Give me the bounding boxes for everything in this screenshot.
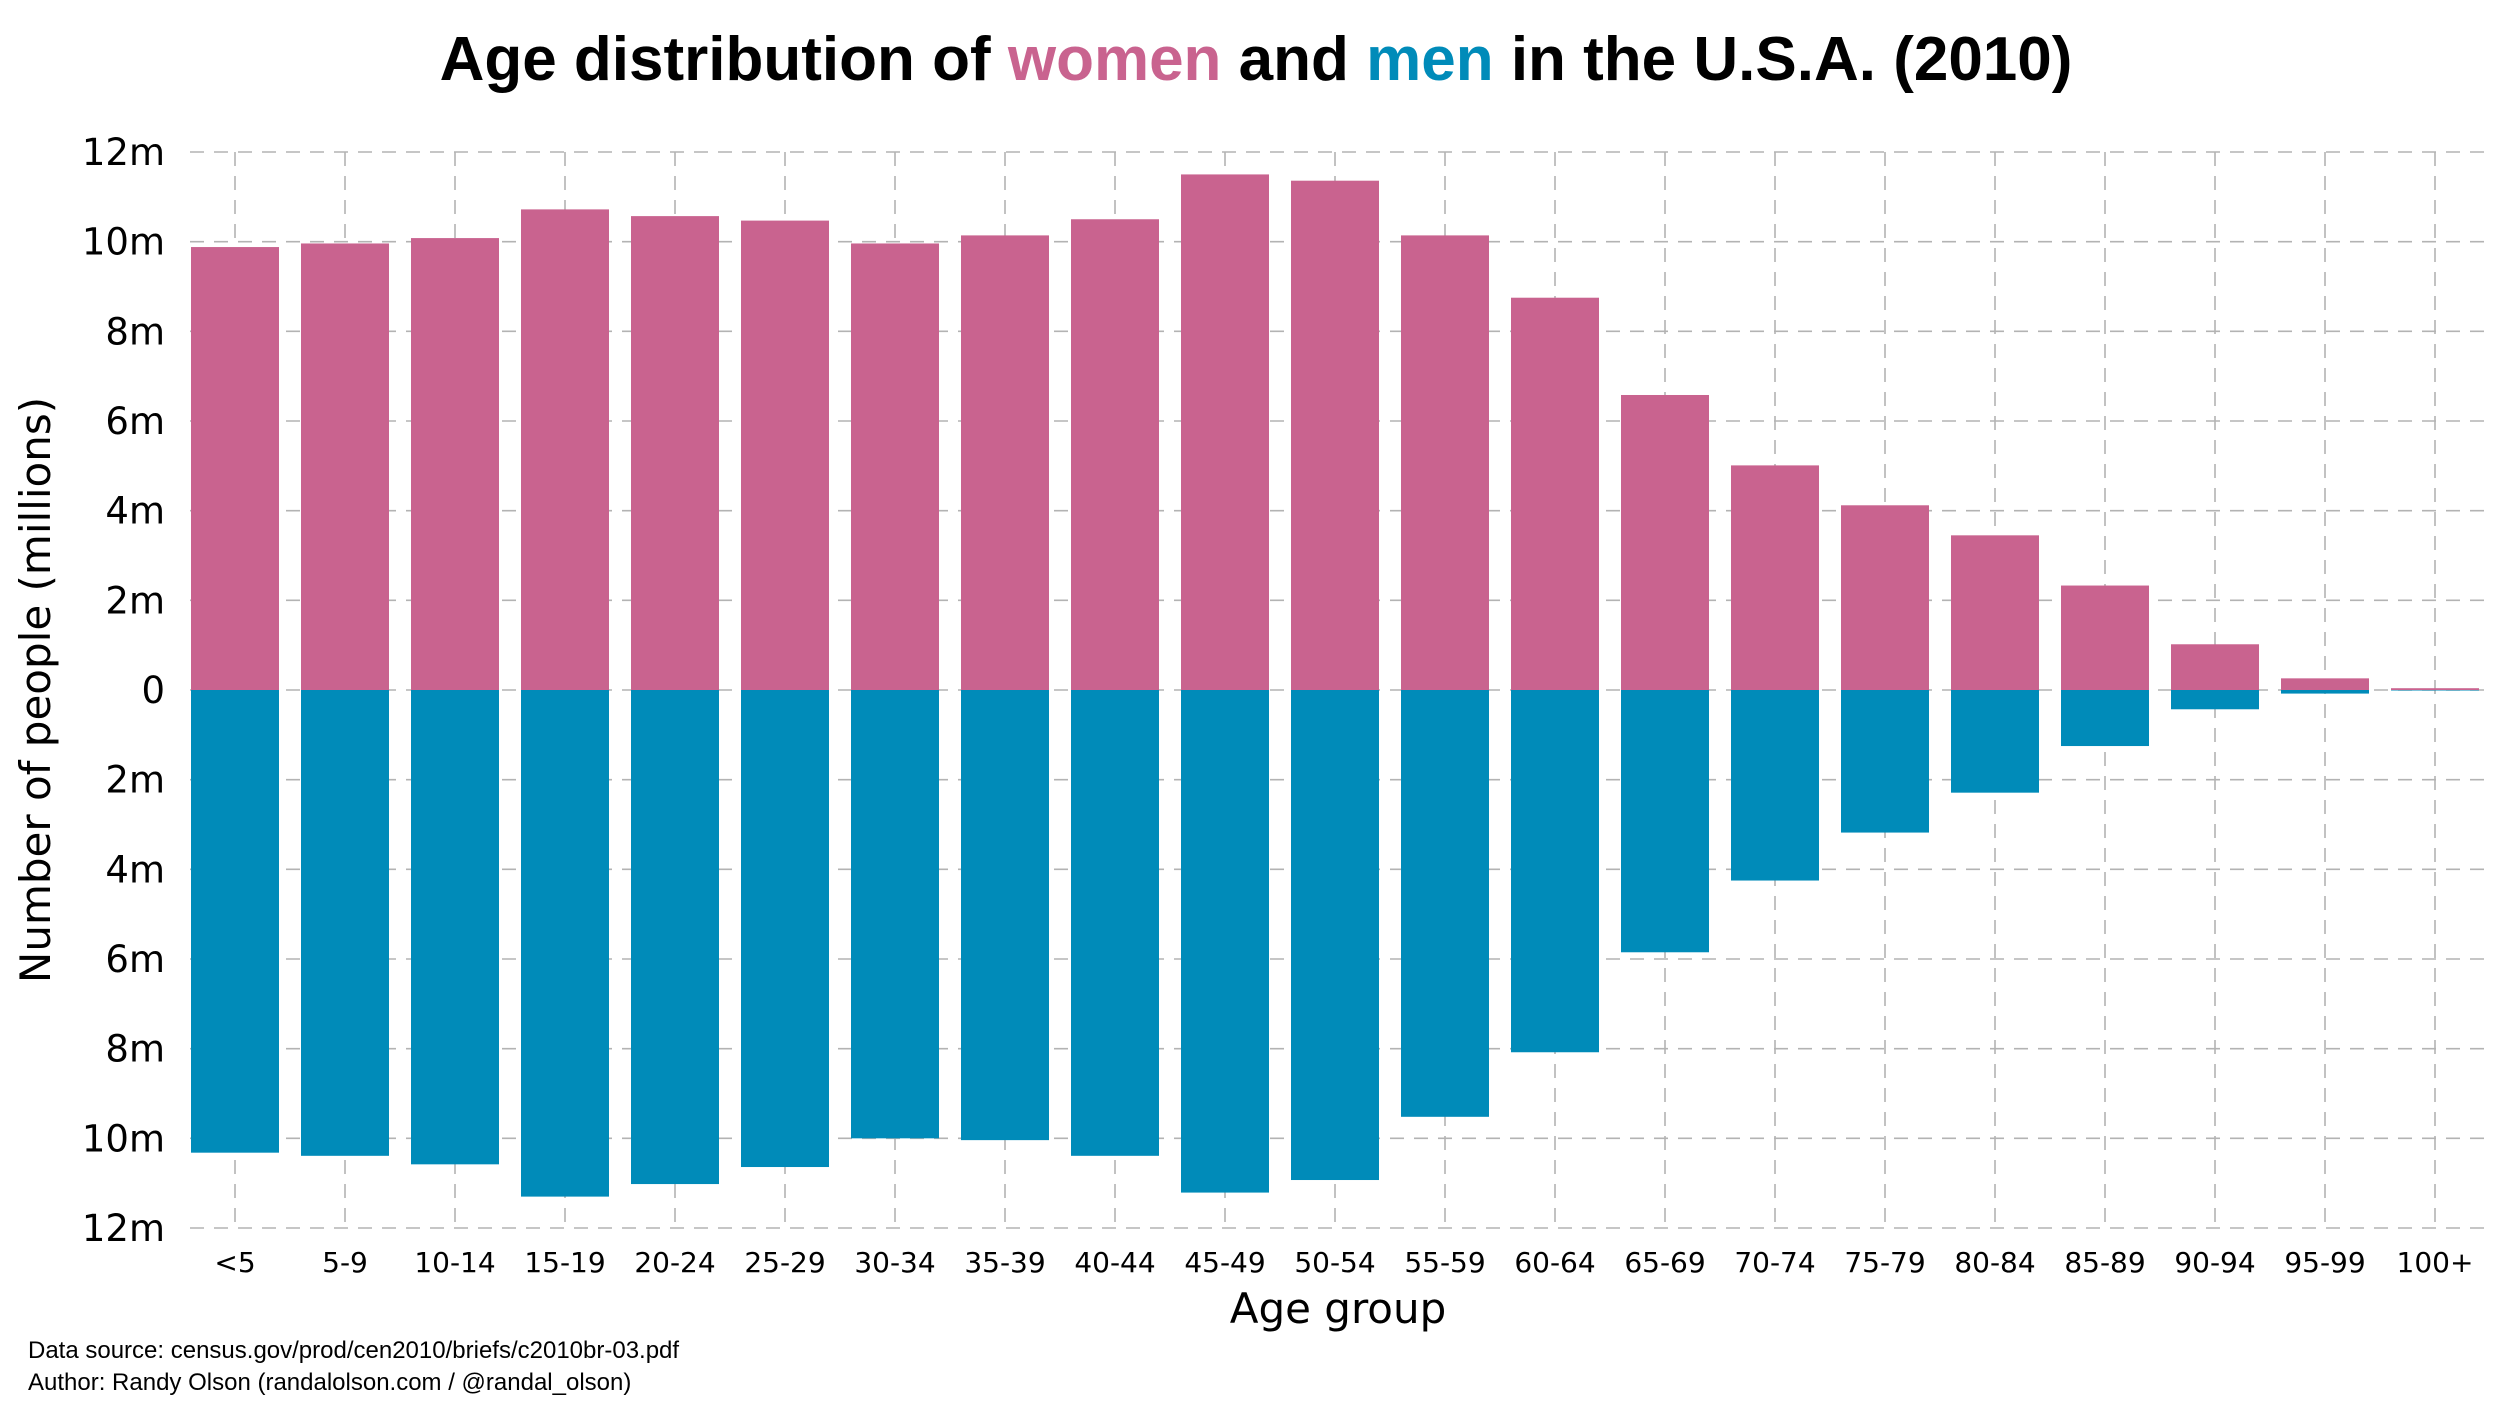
x-axis-tick-labels: <5 5-9 10-14 15-19 20-24 25-29 30-34 35-39 40-44… (214, 1246, 2473, 1279)
x-axis-label: Age group (1230, 1284, 1447, 1333)
y-tick-label: 8m (105, 310, 165, 353)
x-tick-label: 15-19 (524, 1246, 605, 1279)
bar-men-75-79 (1841, 690, 1929, 833)
title-men-word: men (1366, 25, 1493, 94)
bar-men-25-29 (741, 690, 829, 1168)
bar-men-95-99 (2281, 690, 2369, 694)
bar-men-20-24 (631, 690, 719, 1185)
x-tick-label: 35-39 (964, 1246, 1045, 1279)
bar-men-65-69 (1621, 690, 1709, 953)
bar-women-35-39 (961, 235, 1049, 690)
x-tick-label: 40-44 (1074, 1246, 1155, 1279)
bar-women-30-34 (851, 243, 939, 690)
bar-men-90-94 (2171, 690, 2259, 710)
x-tick-label: 30-34 (854, 1246, 935, 1279)
bar-women-70-74 (1731, 465, 1819, 690)
bar-women-90-94 (2171, 644, 2259, 690)
y-tick-label: 6m (105, 938, 165, 981)
x-tick-label: 25-29 (744, 1246, 825, 1279)
y-tick-label: 10m (82, 1117, 165, 1160)
bar-women-95-99 (2281, 678, 2369, 690)
y-tick-label: 4m (105, 848, 165, 891)
y-tick-label: 12m (82, 1207, 165, 1250)
bar-women-15-19 (521, 209, 609, 691)
bars (191, 174, 2479, 1197)
x-tick-label: <5 (214, 1246, 255, 1279)
bar-men-35-39 (961, 690, 1049, 1141)
y-axis-label: Number of people (millions) (11, 397, 60, 983)
x-tick-label: 85-89 (2064, 1246, 2145, 1279)
title-prefix: Age distribution of (440, 25, 1008, 94)
y-tick-label: 8m (105, 1028, 165, 1071)
x-tick-label: 95-99 (2284, 1246, 2365, 1279)
x-tick-label: 65-69 (1624, 1246, 1705, 1279)
x-tick-label: 5-9 (322, 1246, 368, 1279)
bar-women-65-69 (1621, 394, 1709, 690)
bar-men-55-59 (1401, 690, 1489, 1117)
bar-women-5-9 (301, 243, 389, 690)
bar-men-40-44 (1071, 690, 1159, 1156)
y-tick-label: 4m (105, 490, 165, 533)
bar-women-100+ (2391, 688, 2479, 690)
x-tick-label: 50-54 (1294, 1246, 1375, 1279)
bar-women-60-64 (1511, 297, 1599, 690)
bar-women-55-59 (1401, 235, 1489, 690)
x-tick-label: 70-74 (1734, 1246, 1815, 1279)
bar-men-80-84 (1951, 690, 2039, 793)
x-tick-label: 45-49 (1184, 1246, 1265, 1279)
bar-women-85-89 (2061, 585, 2149, 690)
chart-title: Age distribution of women and men in the… (440, 25, 2073, 94)
y-axis-tick-labels: 12m 10m 8m 6m 4m 2m 0 2m 4m 6m 8m 10m 12m (82, 131, 165, 1250)
bar-men-15-19 (521, 690, 609, 1197)
y-tick-label: 0 (141, 669, 165, 712)
x-tick-label: 90-94 (2174, 1246, 2255, 1279)
bar-women-<5 (191, 247, 279, 690)
x-tick-label: 75-79 (1844, 1246, 1925, 1279)
bar-men-10-14 (411, 690, 499, 1165)
y-tick-label: 2m (105, 579, 165, 622)
bar-women-20-24 (631, 216, 719, 690)
data-source-note: Data source: census.gov/prod/cen2010/bri… (28, 1337, 679, 1364)
bar-women-75-79 (1841, 505, 1929, 690)
x-tick-label: 20-24 (634, 1246, 715, 1279)
bar-women-25-29 (741, 220, 829, 690)
bar-men-30-34 (851, 690, 939, 1139)
x-tick-label: 55-59 (1404, 1246, 1485, 1279)
bar-women-50-54 (1291, 180, 1379, 690)
y-tick-label: 12m (82, 131, 165, 174)
bar-men-85-89 (2061, 690, 2149, 747)
bar-women-80-84 (1951, 535, 2039, 690)
title-women-word: women (1007, 25, 1222, 94)
bar-men-60-64 (1511, 690, 1599, 1053)
bar-men-70-74 (1731, 690, 1819, 881)
bar-women-40-44 (1071, 219, 1159, 690)
x-tick-label: 80-84 (1954, 1246, 2035, 1279)
author-note: Author: Randy Olson (randalolson.com / @… (28, 1369, 631, 1396)
bar-men-5-9 (301, 690, 389, 1156)
bar-men-100+ (2391, 690, 2479, 691)
y-tick-label: 6m (105, 400, 165, 443)
y-tick-label: 10m (82, 221, 165, 264)
y-tick-label: 2m (105, 759, 165, 802)
x-tick-label: 60-64 (1514, 1246, 1595, 1279)
title-suffix: in the U.S.A. (2010) (1494, 25, 2073, 94)
bar-men-<5 (191, 690, 279, 1153)
x-tick-label: 100+ (2397, 1246, 2474, 1279)
title-middle: and (1221, 25, 1366, 94)
x-tick-label: 10-14 (414, 1246, 495, 1279)
bar-women-45-49 (1181, 174, 1269, 690)
bar-men-50-54 (1291, 690, 1379, 1181)
bar-men-45-49 (1181, 690, 1269, 1193)
bar-women-10-14 (411, 238, 499, 690)
